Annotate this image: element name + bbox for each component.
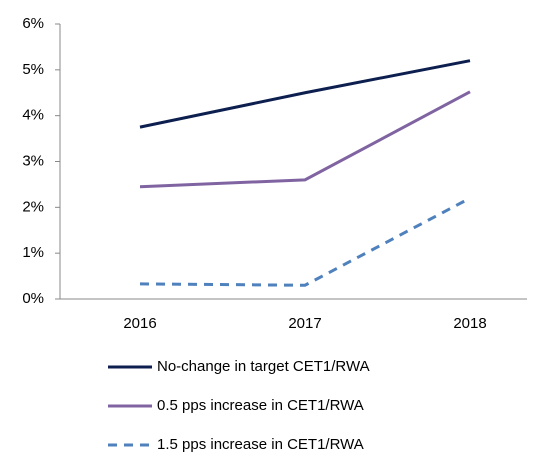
y-tick-label: 4% [22,107,44,124]
series-line [139,196,471,287]
y-tick-label: 6% [22,15,44,32]
series-line [139,59,471,129]
y-tick-label: 2% [22,198,44,215]
legend-label: 1.5 pps increase in CET1/RWA [157,436,364,452]
series-line [139,90,471,189]
y-tick-label: 0% [22,290,44,307]
y-tick-label: 3% [22,152,44,169]
legend-label: No-change in target CET1/RWA [157,358,370,375]
x-tick-label: 2016 [123,315,156,332]
legend-label: 0.5 pps increase in CET1/RWA [157,397,364,414]
x-tick-label: 2018 [453,315,486,332]
x-tick-label: 2017 [288,315,321,332]
y-tick-label: 5% [22,61,44,78]
y-tick-label: 1% [22,244,44,261]
